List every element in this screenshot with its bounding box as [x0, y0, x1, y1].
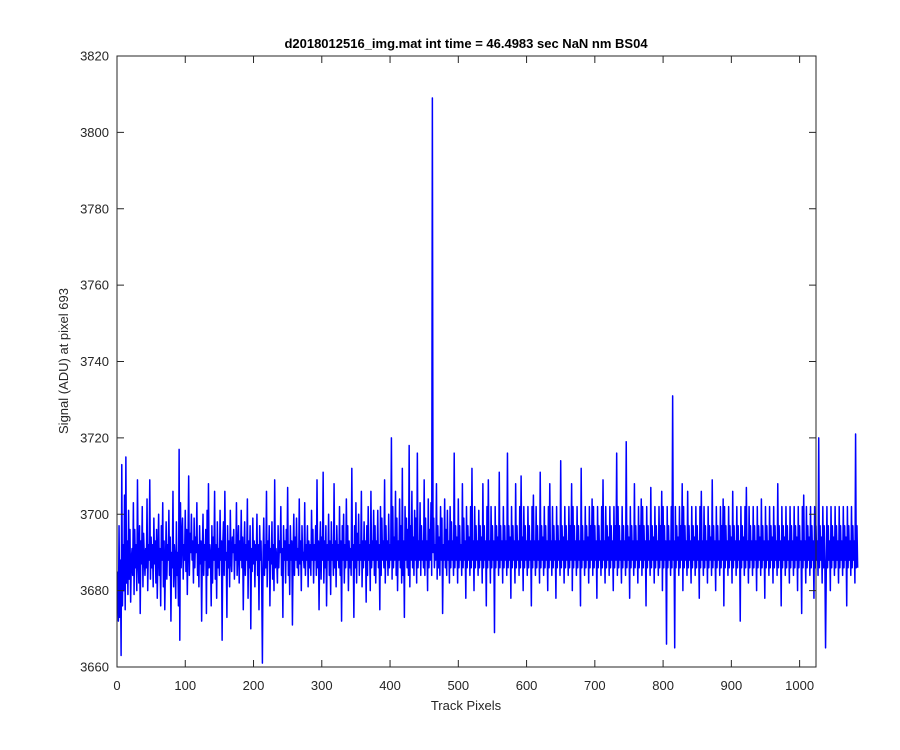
x-tick-label: 600 [516, 678, 538, 693]
x-tick-label: 100 [174, 678, 196, 693]
x-tick-label: 200 [243, 678, 265, 693]
y-tick-label: 3760 [80, 278, 109, 293]
data-layer [116, 97, 859, 664]
x-tick-label: 500 [447, 678, 469, 693]
x-tick-label: 900 [721, 678, 743, 693]
y-tick-label: 3780 [80, 201, 109, 216]
chart-title: d2018012516_img.mat int time = 46.4983 s… [284, 36, 648, 51]
y-tick-label: 3800 [80, 125, 109, 140]
x-tick-label: 400 [379, 678, 401, 693]
x-axis-label: Track Pixels [431, 698, 502, 713]
x-tick-label: 700 [584, 678, 606, 693]
x-tick-label: 1000 [785, 678, 814, 693]
x-tick-label: 0 [113, 678, 120, 693]
y-tick-label: 3740 [80, 354, 109, 369]
series-line-1 [116, 97, 859, 664]
y-tick-label: 3680 [80, 583, 109, 598]
x-tick-label: 300 [311, 678, 333, 693]
y-tick-label: 3720 [80, 430, 109, 445]
x-tick-label: 800 [652, 678, 674, 693]
y-tick-label: 3700 [80, 507, 109, 522]
x-axis: 0 100 200 300 400 500 600 700 800 900 1000 [113, 56, 814, 693]
y-tick-label: 3820 [80, 49, 109, 64]
y-axis: 3660 3680 3700 3720 3740 3760 3780 3800 3820 [80, 49, 816, 675]
y-axis-label: Signal (ADU) at pixel 693 [56, 288, 71, 434]
y-tick-label: 3660 [80, 660, 109, 675]
